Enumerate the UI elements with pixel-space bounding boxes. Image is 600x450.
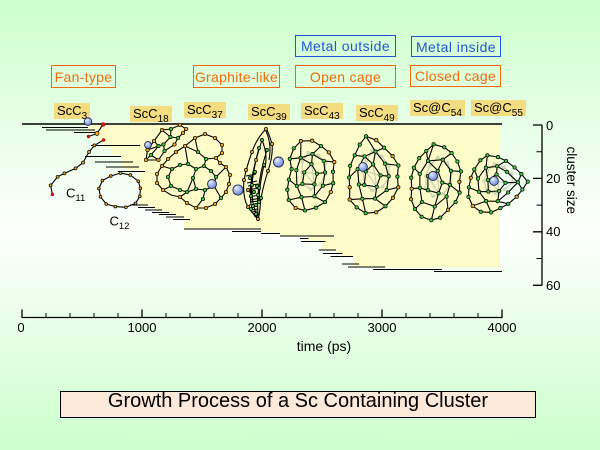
svg-text:60: 60 — [546, 278, 560, 293]
svg-text:20: 20 — [546, 171, 560, 186]
svg-text:40: 40 — [546, 224, 560, 239]
svg-text:3000: 3000 — [368, 320, 397, 335]
svg-text:0: 0 — [546, 118, 553, 133]
svg-text:C12: C12 — [110, 214, 130, 233]
svg-text:C11: C11 — [66, 186, 85, 205]
svg-text:1000: 1000 — [128, 320, 157, 335]
svg-text:0: 0 — [17, 320, 24, 335]
svg-text:time (ps): time (ps) — [297, 338, 351, 354]
svg-text:4000: 4000 — [488, 320, 517, 335]
svg-text:2000: 2000 — [248, 320, 277, 335]
svg-text:cluster size: cluster size — [564, 147, 579, 215]
